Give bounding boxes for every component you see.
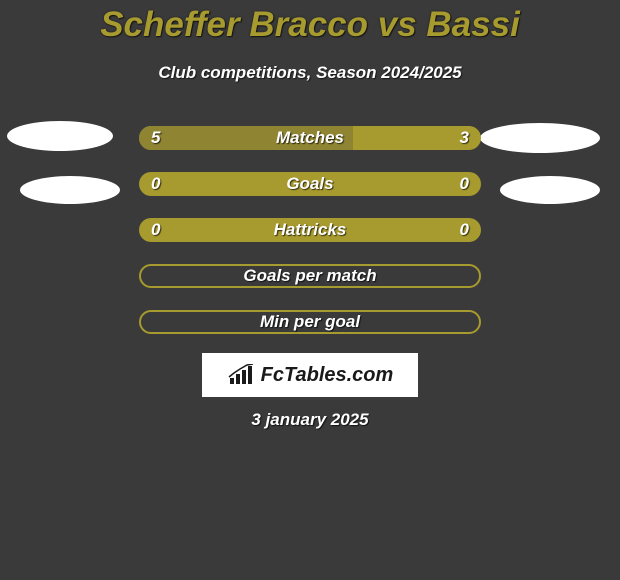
stat-bar: Goals0 0 [139, 172, 481, 196]
stat-bar-right-value: 0 [460, 218, 469, 242]
stat-bar-left-value: 0 [151, 218, 160, 242]
decorative-ellipse [20, 176, 120, 204]
stat-bar-label: Goals [139, 172, 481, 196]
stat-bar: Goals per match [139, 264, 481, 288]
decorative-ellipse [500, 176, 600, 204]
stat-bar: Matches53 [139, 126, 481, 150]
stat-bar: Hattricks0 0 [139, 218, 481, 242]
date-text: 3 january 2025 [0, 410, 620, 430]
decorative-ellipse [7, 121, 113, 151]
stat-bar-right-value: 3 [460, 126, 469, 150]
stat-bar-label: Goals per match [141, 264, 479, 288]
subtitle: Club competitions, Season 2024/2025 [0, 63, 620, 83]
chart-icon [227, 364, 255, 386]
decorative-ellipse [480, 123, 600, 153]
stat-bar-right-value: 0 [460, 172, 469, 196]
page-title: Scheffer Bracco vs Bassi [0, 5, 620, 45]
logo-text: FcTables.com [261, 364, 394, 387]
stat-bar-left-fill [139, 126, 353, 150]
stat-bar-label: Hattricks [139, 218, 481, 242]
stat-bar-left-value: 5 [151, 126, 160, 150]
fctables-logo: FcTables.com [202, 353, 418, 397]
stat-bar-label: Min per goal [141, 310, 479, 334]
stat-bar-left-value: 0 [151, 172, 160, 196]
stat-bar: Min per goal [139, 310, 481, 334]
